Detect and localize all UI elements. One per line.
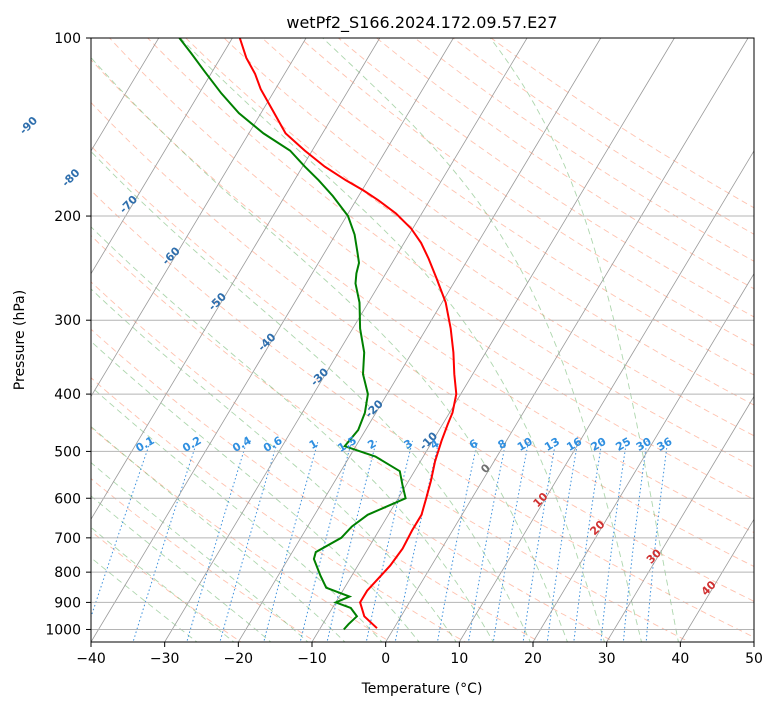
isotherm <box>164 38 528 642</box>
isotherm <box>91 38 307 398</box>
mixing-ratio-line <box>573 440 603 642</box>
isotherm <box>606 395 754 642</box>
x-axis-ticks: −40 −30 −20 −10 0 10 20 30 40 50 <box>76 642 763 667</box>
x-tick-label: 20 <box>524 651 542 667</box>
dry-adiabat <box>223 38 754 406</box>
mixing-ratio-line <box>219 440 279 642</box>
isotherm <box>91 38 160 152</box>
y-tick-label: 900 <box>54 595 81 611</box>
mixing-ratio-line <box>546 440 579 642</box>
moist-adiabat <box>91 385 383 642</box>
moist-adiabat <box>91 150 531 642</box>
y-tick-label: 300 <box>54 313 81 329</box>
x-tick-label: −20 <box>224 651 254 667</box>
mixing-ratio-line <box>645 440 669 642</box>
x-tick-label: 40 <box>671 651 689 667</box>
dry-adiabat <box>375 38 754 290</box>
x-tick-label: −10 <box>297 651 327 667</box>
isotherm <box>385 38 749 642</box>
y-axis-ticks: 100 200 300 400 500 600 700 800 900 1000 <box>45 31 91 638</box>
y-tick-label: 200 <box>54 209 81 225</box>
dry-adiabat <box>108 38 754 501</box>
isotherm <box>91 38 381 520</box>
mixing-ratio-line <box>492 440 530 642</box>
mixing-ratio-line <box>132 440 198 642</box>
y-tick-label: 100 <box>54 31 81 47</box>
y-tick-label: 800 <box>54 565 81 581</box>
plot-frame <box>90 37 755 643</box>
mixing-ratio-line <box>622 440 648 642</box>
y-axis-label: Pressure (hPa) <box>12 290 28 390</box>
x-axis-label: Temperature (°C) <box>361 681 483 697</box>
mixing-ratio-line <box>91 440 151 619</box>
y-tick-label: 1000 <box>45 622 81 638</box>
y-tick-label: 600 <box>54 491 81 507</box>
isotherm <box>311 38 675 642</box>
mixing-ratio-line <box>326 440 377 642</box>
series-line <box>238 38 458 629</box>
chart-title: wetPf2_S166.2024.172.09.57.E27 <box>286 13 557 33</box>
x-tick-label: 50 <box>745 651 763 667</box>
isotherm <box>91 38 233 275</box>
mixing-ratio-line <box>299 440 353 642</box>
series-line <box>178 38 407 631</box>
isotherm <box>679 518 754 642</box>
x-tick-label: 0 <box>381 651 390 667</box>
x-tick-label: −30 <box>150 651 180 667</box>
isotherm <box>237 38 602 642</box>
isotherm <box>532 272 754 642</box>
x-tick-label: −40 <box>76 651 106 667</box>
mixing-ratio-line <box>436 440 479 642</box>
series-layer <box>178 38 458 631</box>
moist-adiabat <box>91 226 494 642</box>
y-tick-label: 700 <box>54 531 81 547</box>
x-tick-label: 10 <box>450 651 468 667</box>
y-tick-label: 400 <box>54 387 81 403</box>
mixing-ratio-line <box>263 440 319 642</box>
dry-adiabat <box>91 59 754 534</box>
dry-adiabat <box>91 101 754 567</box>
mixing-ratio-line <box>394 440 440 642</box>
dry-adiabat <box>261 38 754 376</box>
x-tick-label: 30 <box>598 651 616 667</box>
isotherm <box>91 38 454 642</box>
mixing-ratio-line <box>522 440 557 642</box>
isotherm <box>458 150 754 642</box>
mixing-ratio-line <box>600 440 628 642</box>
mixing-ratio-line <box>365 440 413 642</box>
y-tick-label: 500 <box>54 444 81 460</box>
background-lines <box>91 38 754 642</box>
